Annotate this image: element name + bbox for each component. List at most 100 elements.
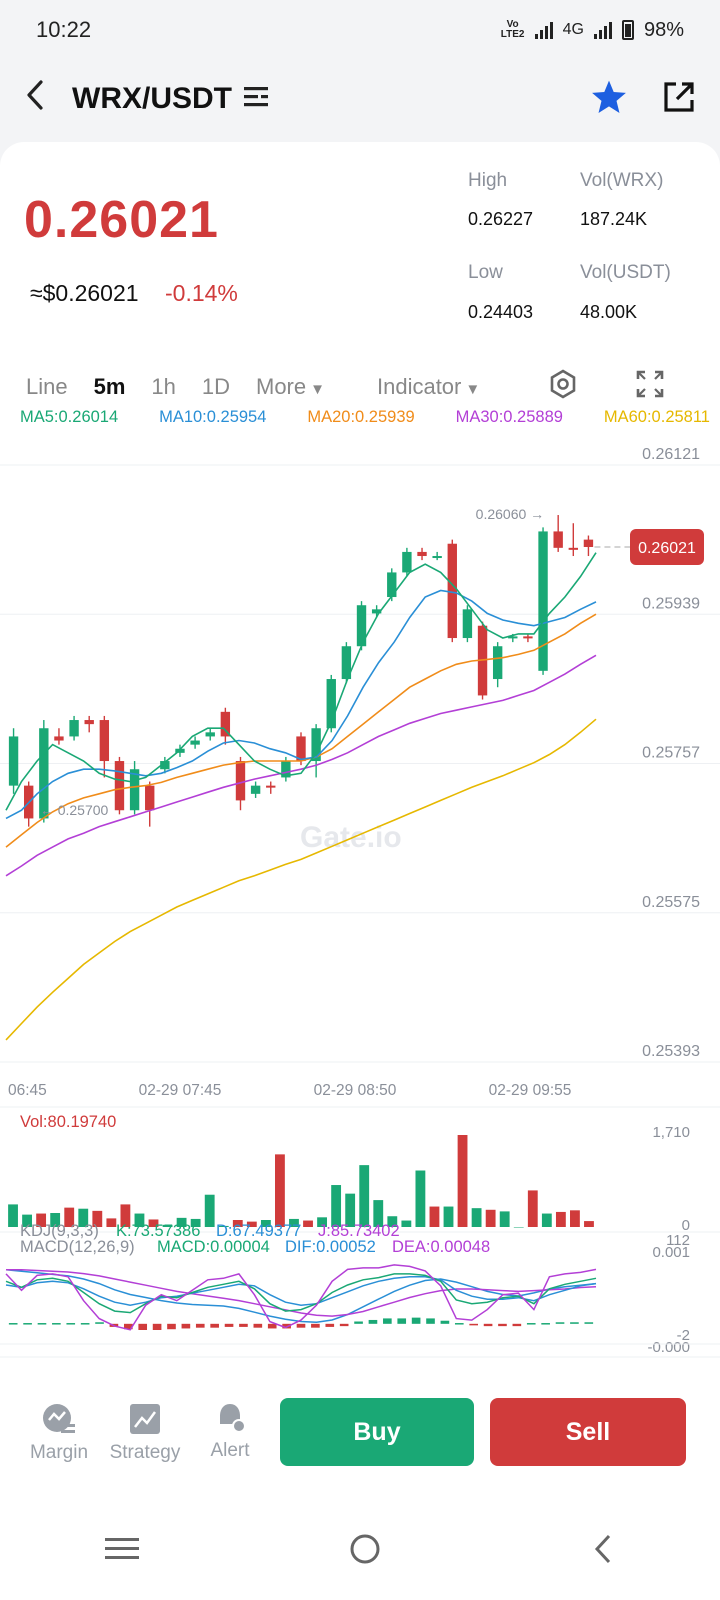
volume-bar: [275, 1154, 285, 1227]
volume-bar: [106, 1218, 117, 1227]
macd-hist-bar: [354, 1321, 363, 1324]
volume-bar: [555, 1211, 566, 1227]
share-button[interactable]: [662, 80, 696, 119]
ma-legend: MA5:0.26014 MA10:0.25954 MA20:0.25939 MA…: [20, 408, 710, 427]
current-price-value: 0.26021: [638, 540, 696, 557]
tab-line[interactable]: Line: [26, 374, 68, 399]
macd-hist-bar: [325, 1323, 335, 1327]
macd-hist-bar: [181, 1323, 191, 1329]
hexagon-settings-icon: [550, 369, 576, 399]
kdj-chart[interactable]: KDJ(9,3,3) K:73.57386 D:67.49377 J:85.73402…: [0, 1220, 720, 1365]
fullscreen-button[interactable]: [636, 370, 664, 404]
volume-bar: [387, 1216, 398, 1227]
status-time: 10:22: [36, 17, 92, 42]
back-nav-button[interactable]: [591, 1533, 615, 1570]
candle-body: [356, 605, 367, 647]
candle-body: [523, 636, 533, 639]
x-tick-label: 02-29 09:55: [489, 1082, 572, 1099]
ma10-value: MA10:0.25954: [159, 408, 267, 426]
candle-body: [583, 539, 594, 548]
y-tick-label: 0.26121: [642, 446, 700, 463]
pair-title[interactable]: WRX/USDT: [72, 82, 232, 115]
battery-level: 98%: [643, 18, 684, 41]
chart-settings-button[interactable]: [548, 369, 578, 405]
volume-bar: [570, 1210, 580, 1227]
tab-1h[interactable]: 1h: [151, 374, 176, 399]
macd-hist-bar: [23, 1323, 32, 1325]
candle-body: [54, 736, 64, 741]
volume-bar: [204, 1194, 215, 1227]
macd-hist-bar: [95, 1322, 104, 1324]
back-button[interactable]: [24, 79, 64, 120]
candle-body: [492, 646, 503, 680]
last-price: 0.26021: [24, 191, 219, 249]
kdj-max-label: 112: [666, 1232, 690, 1249]
tab-indicator[interactable]: Indicator ▼: [377, 374, 506, 400]
favorite-button[interactable]: [590, 79, 628, 120]
macd-hist-bar: [210, 1323, 219, 1328]
volume-bar: [22, 1214, 32, 1227]
macd-hist-bar: [469, 1323, 478, 1326]
kdj-j-line: [5, 1264, 597, 1331]
max-price-label: 0.26060 →: [476, 506, 545, 522]
volume-bar: [345, 1193, 356, 1227]
fullscreen-icon: [636, 370, 664, 398]
macd-hist-bar: [483, 1323, 493, 1327]
tab-more[interactable]: More ▼: [256, 374, 351, 400]
volume-bar: [499, 1211, 510, 1227]
volume-bar: [36, 1213, 47, 1227]
candle-body: [205, 732, 215, 737]
candle-body: [326, 679, 336, 729]
market-card: 0.26021 ≈$0.26021 -0.14% High 0.26227 Vo…: [0, 142, 720, 1372]
recent-apps-button[interactable]: [104, 1536, 139, 1567]
strategy-button[interactable]: Strategy: [104, 1402, 186, 1464]
caret-down-icon: ▼: [465, 381, 481, 398]
price-change: -0.14%: [165, 280, 238, 306]
volume-bar: [246, 1221, 257, 1227]
volume-bar: [176, 1217, 187, 1227]
status-icons: Vo LTE2 4G 98%: [501, 19, 684, 42]
volume-bar: [415, 1170, 426, 1227]
volume-bar: [232, 1220, 243, 1227]
alert-button[interactable]: Alert: [200, 1402, 260, 1462]
kline-chart[interactable]: 0.26121 0.25939 0.25757 0.25575 0.25393 Gate.…: [0, 427, 720, 1372]
volume-bar: [317, 1217, 327, 1227]
pair-list-button[interactable]: [244, 86, 270, 113]
macd-hist-bar: [512, 1323, 522, 1327]
home-button[interactable]: [348, 1532, 382, 1571]
ma30-line: [5, 654, 597, 877]
candle-body: [145, 785, 155, 811]
tab-5m[interactable]: 5m: [93, 374, 126, 399]
margin-button[interactable]: Margin: [24, 1402, 94, 1464]
ma60-value: MA60:0.25811: [603, 408, 710, 426]
chevron-left-icon: [27, 79, 43, 110]
y-tick-label: 0.25757: [642, 745, 700, 762]
battery-icon: [621, 20, 634, 40]
list-icon: [244, 86, 268, 106]
buy-button[interactable]: Buy: [280, 1398, 474, 1466]
y-tick-label: 0.25393: [642, 1043, 700, 1060]
candle-body: [266, 785, 276, 788]
macd-hist-bar: [80, 1323, 90, 1325]
candle-body: [160, 761, 170, 770]
candle-body: [8, 736, 19, 786]
macd-hist-bar: [570, 1322, 579, 1324]
volume-label: Vol:80.19740: [20, 1113, 116, 1131]
candle-body: [175, 748, 185, 753]
macd-hist-bar: [195, 1323, 205, 1328]
alert-label: Alert: [210, 1440, 250, 1461]
tab-more-label: More: [256, 374, 307, 399]
ma5-value: MA5:0.26014: [20, 408, 119, 426]
candle-body: [235, 761, 246, 801]
tab-1d[interactable]: 1D: [201, 374, 230, 399]
sell-button[interactable]: Sell: [490, 1398, 686, 1466]
volume-bar: [50, 1213, 61, 1227]
kdj-legend-2: D:67.49377: [216, 1222, 301, 1240]
macd-max-label: 0.001: [652, 1244, 690, 1261]
macd-hist-bar: [52, 1323, 61, 1325]
status-bar: 10:22 Vo LTE2 4G 98%: [0, 0, 720, 60]
macd-hist-bar: [397, 1318, 407, 1324]
macd-hist-bar: [426, 1318, 435, 1324]
macd-dif-line: [5, 1268, 597, 1324]
kdj-legend-1: K:73.57386: [116, 1222, 200, 1240]
